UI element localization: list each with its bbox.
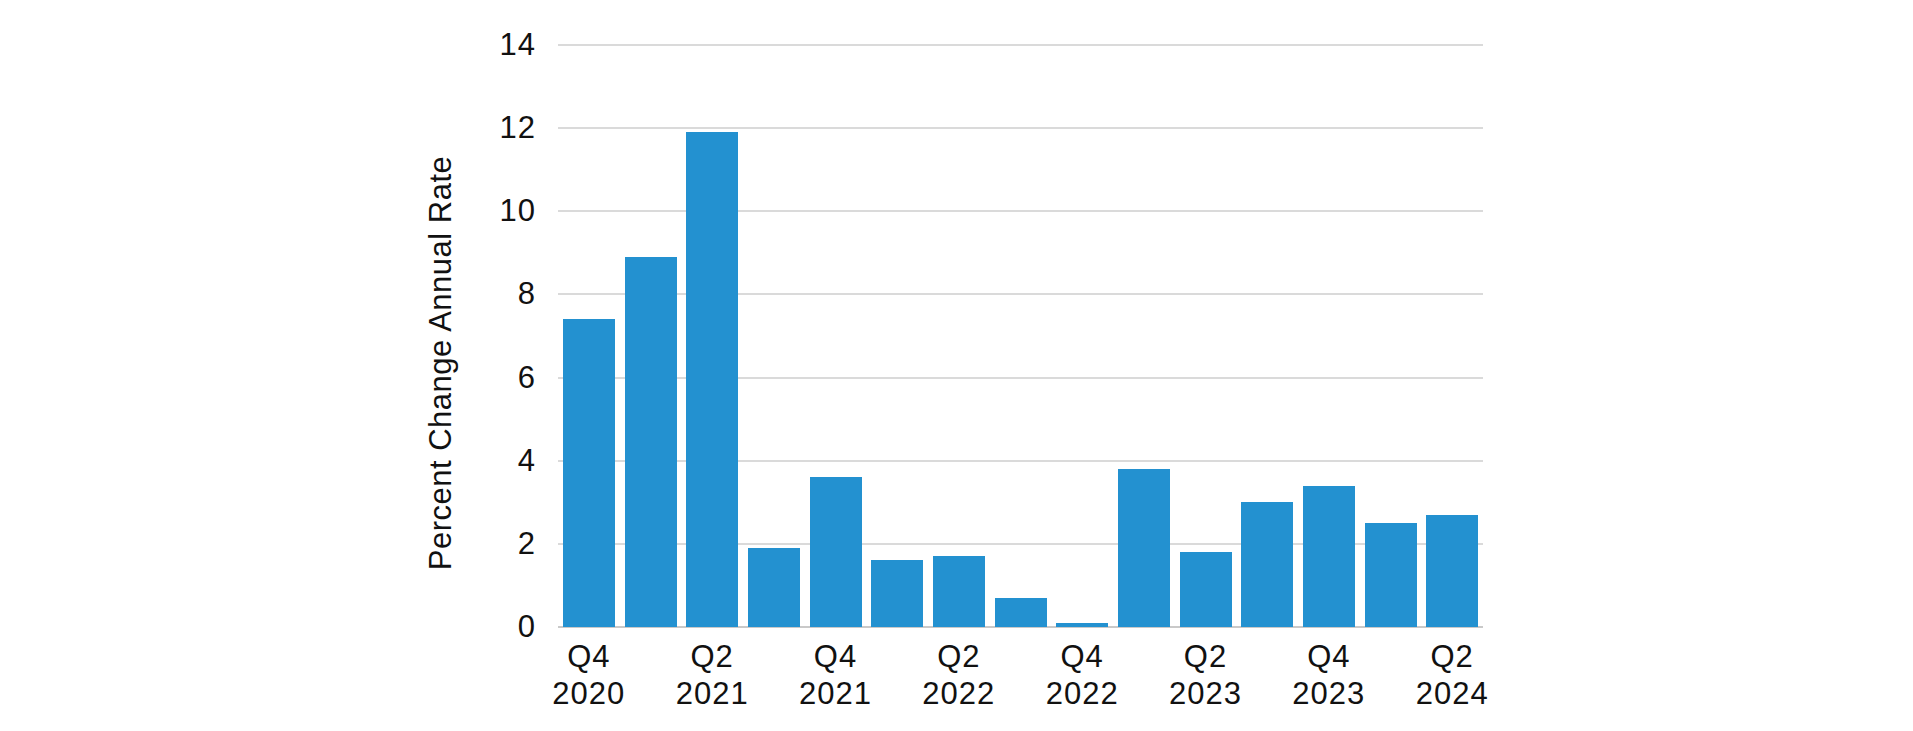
- bar-q4-2022: [1056, 623, 1108, 627]
- bar-q2-2023: [1180, 552, 1232, 627]
- bar-q4-2021: [810, 477, 862, 627]
- bar-11: [1241, 502, 1293, 627]
- bar-q2-2024: [1426, 515, 1478, 627]
- bar-q2-2022: [933, 556, 985, 627]
- bar-13: [1365, 523, 1417, 627]
- y-tick-label-6: 6: [441, 359, 536, 397]
- bar-q2-2021: [686, 132, 738, 627]
- bar-7: [995, 598, 1047, 627]
- x-tick-label-q2-2024: Q22024: [1377, 638, 1527, 712]
- y-tick-label-8: 8: [441, 275, 536, 313]
- chart-canvas: Percent Change Annual Rate 02468101214Q4…: [0, 0, 1913, 731]
- bar-q4-2020: [563, 319, 615, 627]
- bar-5: [871, 560, 923, 627]
- y-tick-label-12: 12: [441, 109, 536, 147]
- bar-9: [1118, 469, 1170, 627]
- bar-1: [625, 257, 677, 627]
- y-tick-label-14: 14: [441, 26, 536, 64]
- x-tick-quarter: Q2: [1377, 638, 1527, 675]
- y-tick-label-2: 2: [441, 525, 536, 563]
- gridline-y12: [558, 127, 1483, 129]
- bar-q4-2023: [1303, 486, 1355, 627]
- bar-3: [748, 548, 800, 627]
- y-tick-label-10: 10: [441, 192, 536, 230]
- y-tick-label-4: 4: [441, 442, 536, 480]
- x-tick-year: 2024: [1377, 675, 1527, 712]
- gridline-y14: [558, 44, 1483, 46]
